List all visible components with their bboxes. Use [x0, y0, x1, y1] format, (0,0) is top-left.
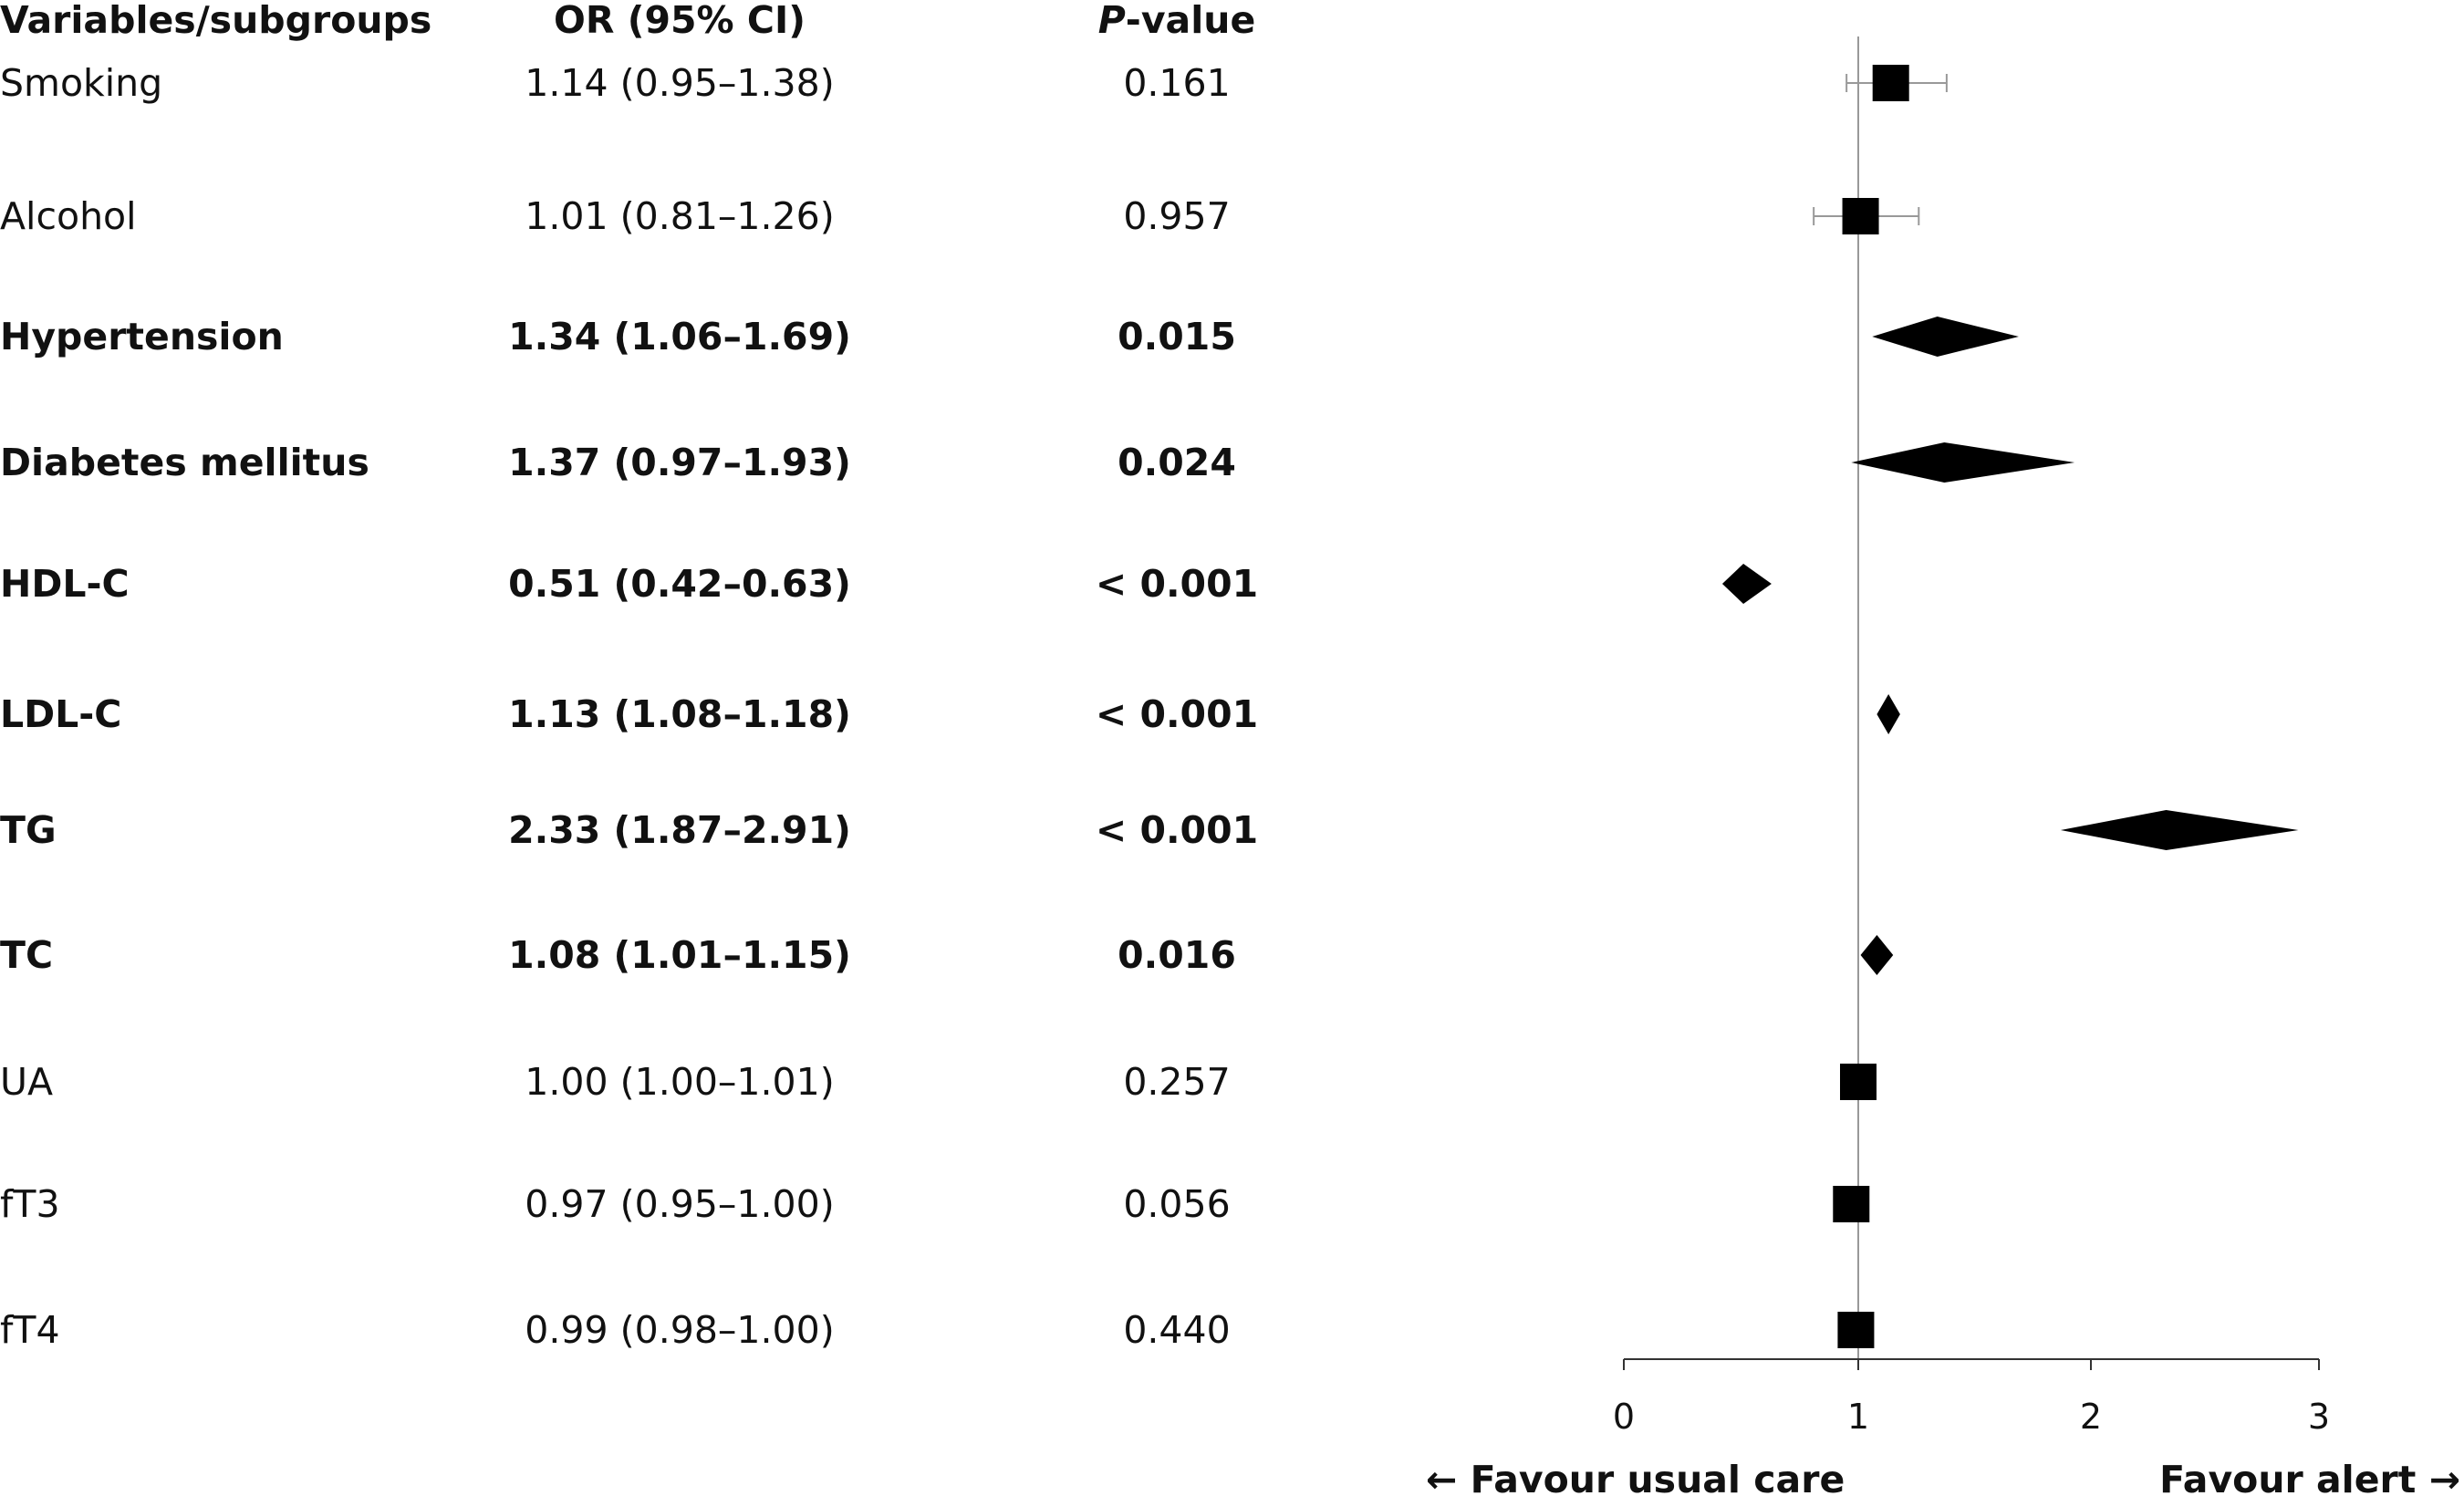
- row-p-value: 0.257: [1123, 1060, 1230, 1104]
- table-row: HDL-C 0.51 (0.42–0.63) < 0.001: [0, 562, 1258, 606]
- header-p-suffix: -value: [1126, 0, 1255, 42]
- x-tick-label: 0: [1613, 1397, 1635, 1437]
- table-row: LDL-C 1.13 (1.08–1.18) < 0.001: [0, 692, 1258, 736]
- row-label: HDL-C: [0, 562, 130, 606]
- row-p-value: 0.015: [1118, 315, 1236, 358]
- table-rows: Smoking 1.14 (0.95–1.38) 0.161 Alcohol 1.01 …: [0, 61, 1258, 1352]
- row-p-value: < 0.001: [1096, 808, 1258, 852]
- x-axis: 0 1 2 3: [1613, 1358, 2330, 1437]
- or-diamond-marker: [1851, 442, 2075, 483]
- or-square-marker: [1840, 1064, 1877, 1100]
- row-label: LDL-C: [0, 692, 121, 736]
- row-p-value: 0.161: [1123, 61, 1230, 105]
- or-diamond-marker: [1877, 694, 1900, 734]
- x-tick-label: 2: [2080, 1397, 2102, 1437]
- x-tick-label: 1: [1847, 1397, 1869, 1437]
- favour-usual-care-label: ← Favour usual care: [1426, 1458, 1845, 1496]
- row-p-value: 0.056: [1123, 1182, 1230, 1226]
- row-or-ci: 2.33 (1.87–2.91): [508, 808, 851, 852]
- plot-markers: [1721, 65, 2299, 1348]
- or-square-marker: [1872, 65, 1909, 101]
- row-label: fT4: [0, 1308, 60, 1352]
- row-or-ci: 0.99 (0.98–1.00): [525, 1308, 834, 1352]
- x-tick-label: 3: [2308, 1397, 2330, 1437]
- table-row: fT4 0.99 (0.98–1.00) 0.440: [0, 1308, 1231, 1352]
- row-or-ci: 1.14 (0.95–1.38): [525, 61, 834, 105]
- row-or-ci: 0.51 (0.42–0.63): [508, 562, 851, 606]
- or-diamond-marker: [2060, 810, 2299, 850]
- row-p-value: < 0.001: [1096, 562, 1258, 606]
- row-label: Smoking: [0, 61, 162, 105]
- row-or-ci: 1.34 (1.06–1.69): [508, 315, 851, 358]
- row-or-ci: 1.08 (1.01–1.15): [508, 933, 851, 977]
- row-label: fT3: [0, 1182, 60, 1226]
- or-diamond-marker: [1860, 935, 1894, 975]
- table-row: TC 1.08 (1.01–1.15) 0.016: [0, 933, 1236, 977]
- row-label: TG: [0, 808, 57, 852]
- row-p-value: 0.957: [1123, 194, 1230, 238]
- row-or-ci: 1.13 (1.08–1.18): [508, 692, 851, 736]
- header-variables: Variables/subgroups: [0, 0, 431, 42]
- or-square-marker: [1837, 1312, 1875, 1348]
- table-row: Alcohol 1.01 (0.81–1.26) 0.957: [0, 194, 1231, 238]
- table-row: Smoking 1.14 (0.95–1.38) 0.161: [0, 61, 1231, 105]
- or-diamond-marker: [1721, 564, 1772, 604]
- row-label: UA: [0, 1060, 53, 1104]
- or-square-marker: [1833, 1186, 1870, 1222]
- header-or-ci: OR (95% CI): [554, 0, 806, 42]
- table-row: UA 1.00 (1.00–1.01) 0.257: [0, 1060, 1231, 1104]
- row-label: Diabetes mellitus: [0, 441, 369, 484]
- or-diamond-marker: [1872, 317, 2019, 357]
- row-or-ci: 0.97 (0.95–1.00): [525, 1182, 834, 1226]
- table-row: Hypertension 1.34 (1.06–1.69) 0.015: [0, 315, 1236, 358]
- header-p-letter: P: [1098, 0, 1126, 42]
- table-row: Diabetes mellitus 1.37 (0.97–1.93) 0.024: [0, 441, 1236, 484]
- row-or-ci: 1.01 (0.81–1.26): [525, 194, 834, 238]
- table-row: fT3 0.97 (0.95–1.00) 0.056: [0, 1182, 1231, 1226]
- table-row: TG 2.33 (1.87–2.91) < 0.001: [0, 808, 1258, 852]
- or-square-marker: [1842, 198, 1879, 234]
- row-label: Alcohol: [0, 194, 137, 238]
- row-p-value: < 0.001: [1096, 692, 1258, 736]
- row-or-ci: 1.37 (0.97–1.93): [508, 441, 851, 484]
- row-p-value: 0.024: [1118, 441, 1236, 484]
- row-p-value: 0.016: [1118, 933, 1236, 977]
- row-or-ci: 1.00 (1.00–1.01): [525, 1060, 834, 1104]
- table-header: Variables/subgroups OR (95% CI) P-value: [0, 0, 1255, 42]
- header-p-value: P-value: [1098, 0, 1256, 42]
- row-label: Hypertension: [0, 315, 284, 358]
- row-p-value: 0.440: [1123, 1308, 1230, 1352]
- row-label: TC: [0, 933, 53, 977]
- favour-alert-label: Favour alert →: [2159, 1458, 2460, 1496]
